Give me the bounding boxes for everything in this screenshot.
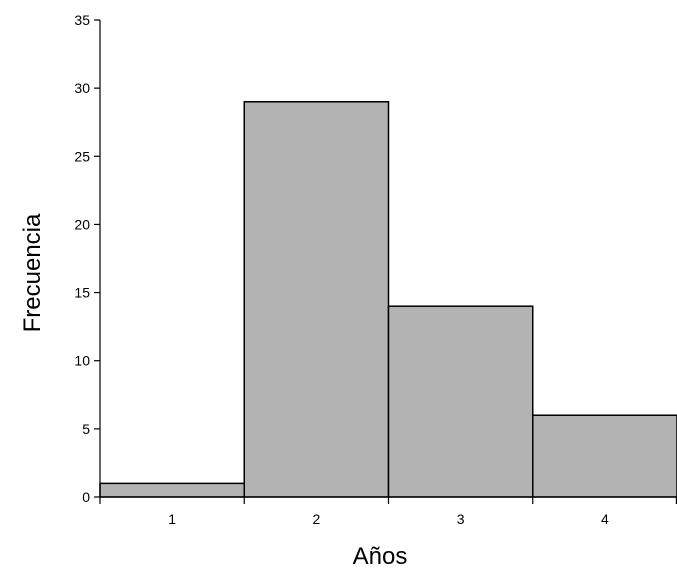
- x-axis-title: Años: [353, 543, 408, 570]
- y-tick-label: 5: [82, 421, 90, 437]
- y-axis: 0 5 10 15 20 25 30 35: [74, 12, 101, 505]
- bar-1: [99, 482, 245, 498]
- bar-4: [532, 414, 677, 498]
- x-axis: 1 2 3 4: [99, 496, 677, 527]
- bar-2: [243, 101, 390, 498]
- x-tick-label: 4: [601, 511, 609, 527]
- x-tick-label: 2: [312, 511, 320, 527]
- y-axis-title: Frecuencia: [19, 213, 46, 332]
- y-tick-label: 30: [74, 80, 90, 96]
- x-tick-label: 1: [168, 511, 176, 527]
- y-tick-label: 10: [74, 353, 90, 369]
- y-tick-label: 0: [82, 489, 90, 505]
- y-tick-label: 20: [74, 216, 90, 232]
- bar-3: [387, 305, 534, 498]
- x-tick-label: 3: [457, 511, 465, 527]
- y-tick-label: 25: [74, 148, 90, 164]
- y-tick-label: 35: [74, 12, 90, 28]
- bars-group: [99, 101, 677, 498]
- y-tick-label: 15: [74, 285, 90, 301]
